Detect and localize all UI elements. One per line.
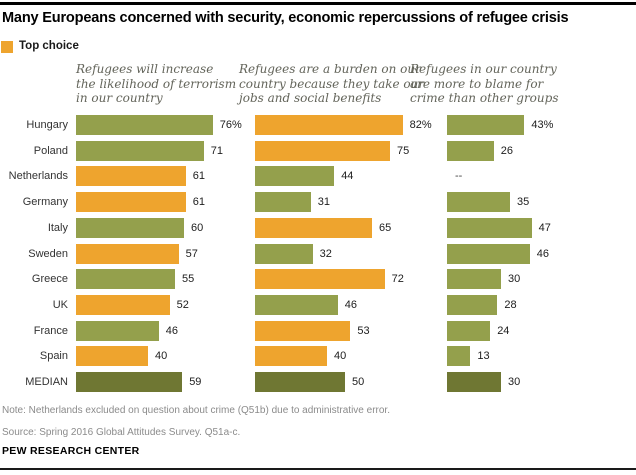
chart-note: Note: Netherlands excluded on question a… <box>2 405 390 416</box>
bottom-rule <box>0 468 636 470</box>
value-label-italy-panel2: 65 <box>379 221 392 234</box>
value-label-greece-panel3: 30 <box>508 273 521 286</box>
value-label-france-panel2: 53 <box>357 324 370 337</box>
bar-greece-panel3 <box>447 269 501 290</box>
bar-poland-panel3 <box>447 140 494 161</box>
bar-hungary-panel3 <box>447 115 525 135</box>
value-label-greece-panel1: 55 <box>182 273 195 286</box>
bar-netherlands-panel1 <box>76 166 186 187</box>
row-label-greece: Greece <box>31 273 68 286</box>
row-label-germany: Germany <box>22 196 68 209</box>
value-label-median-panel1: 59 <box>189 376 202 388</box>
bar-spain-panel1 <box>76 346 148 367</box>
bar-greece-panel1 <box>76 269 175 290</box>
bar-italy-panel1 <box>76 217 184 238</box>
value-label-median-panel3: 30 <box>508 376 521 388</box>
value-label-spain-panel2: 40 <box>334 350 347 363</box>
legend-label: Top choice <box>19 40 79 52</box>
value-label-poland-panel1: 71 <box>210 144 224 157</box>
bar-hungary-panel1 <box>76 115 213 135</box>
bar-spain-panel3 <box>447 346 471 367</box>
bar-france-panel2 <box>255 320 351 341</box>
bar-poland-panel2 <box>255 140 390 161</box>
value-label-poland-panel3: 26 <box>500 144 514 157</box>
bar-germany-panel2 <box>255 192 311 213</box>
value-label-spain-panel3: 13 <box>477 350 490 363</box>
value-label-italy-panel1: 60 <box>191 221 204 234</box>
value-label-poland-panel2: 75 <box>397 144 410 157</box>
branding-pew-research-center: PEW RESEARCH CENTER <box>2 445 140 457</box>
value-label-germany-panel3: 35 <box>517 196 530 209</box>
value-label-netherlands-panel1: 61 <box>192 170 206 183</box>
panel-heading-terrorism: Refugees will increase the likelihood of… <box>76 62 237 105</box>
bar-uk-panel3 <box>447 294 498 315</box>
row-label-median: MEDIAN <box>25 376 68 388</box>
bar-france-panel1 <box>76 320 159 341</box>
row-label-france: France <box>33 324 68 337</box>
value-label-hungary-panel1: 76% <box>219 119 242 131</box>
value-label-germany-panel1: 61 <box>192 196 206 209</box>
bar-italy-panel3 <box>447 217 532 238</box>
bar-hungary-panel2 <box>255 115 403 135</box>
value-label-italy-panel3: 47 <box>538 221 551 234</box>
value-label-sweden-panel1: 57 <box>185 247 198 260</box>
value-label-sweden-panel3: 46 <box>536 247 550 260</box>
bar-sweden-panel1 <box>76 243 179 264</box>
bar-sweden-panel3 <box>447 243 530 264</box>
top-rule <box>0 2 636 5</box>
value-label-uk-panel1: 52 <box>176 298 189 311</box>
row-label-hungary: Hungary <box>26 119 68 131</box>
bar-greece-panel2 <box>255 269 385 290</box>
bar-netherlands-panel2 <box>255 166 335 187</box>
bar-sweden-panel2 <box>255 243 313 264</box>
value-label-uk-panel2: 46 <box>344 298 358 311</box>
row-label-sweden: Sweden <box>28 247 68 260</box>
bar-uk-panel2 <box>255 294 338 315</box>
row-label-uk: UK <box>52 298 68 311</box>
no-data-marker-netherlands-panel3: -- <box>455 170 463 183</box>
bar-france-panel3 <box>447 320 491 341</box>
value-label-netherlands-panel2: 44 <box>341 170 354 183</box>
bar-germany-panel1 <box>76 192 186 213</box>
value-label-spain-panel1: 40 <box>155 350 168 363</box>
value-label-sweden-panel2: 32 <box>319 247 332 260</box>
value-label-median-panel2: 50 <box>352 376 365 388</box>
bar-median-panel1 <box>76 372 183 392</box>
bar-italy-panel2 <box>255 217 372 238</box>
panel-heading-burden: Refugees are a burden on our country bec… <box>239 62 425 105</box>
value-label-germany-panel2: 31 <box>317 196 331 209</box>
chart-title: Many Europeans concerned with security, … <box>2 9 569 26</box>
value-label-hungary-panel2: 82% <box>409 119 432 131</box>
bar-spain-panel2 <box>255 346 327 367</box>
bar-median-panel2 <box>255 372 345 392</box>
value-label-uk-panel3: 28 <box>504 298 517 311</box>
chart-source: Source: Spring 2016 Global Attitudes Sur… <box>2 427 241 438</box>
bar-uk-panel1 <box>76 294 170 315</box>
panel-heading-crime: Refugees in our country are more to blam… <box>410 62 559 105</box>
legend-swatch-top-choice <box>1 41 13 53</box>
row-label-netherlands: Netherlands <box>8 170 68 183</box>
value-label-france-panel1: 46 <box>165 324 179 337</box>
bar-germany-panel3 <box>447 192 510 213</box>
row-label-poland: Poland <box>33 144 68 157</box>
value-label-hungary-panel3: 43% <box>531 119 554 131</box>
value-label-greece-panel2: 72 <box>391 273 404 286</box>
bar-median-panel3 <box>447 372 501 392</box>
bar-poland-panel1 <box>76 140 204 161</box>
value-label-france-panel3: 24 <box>497 324 510 337</box>
row-label-italy: Italy <box>47 221 68 234</box>
row-label-spain: Spain <box>39 350 68 363</box>
